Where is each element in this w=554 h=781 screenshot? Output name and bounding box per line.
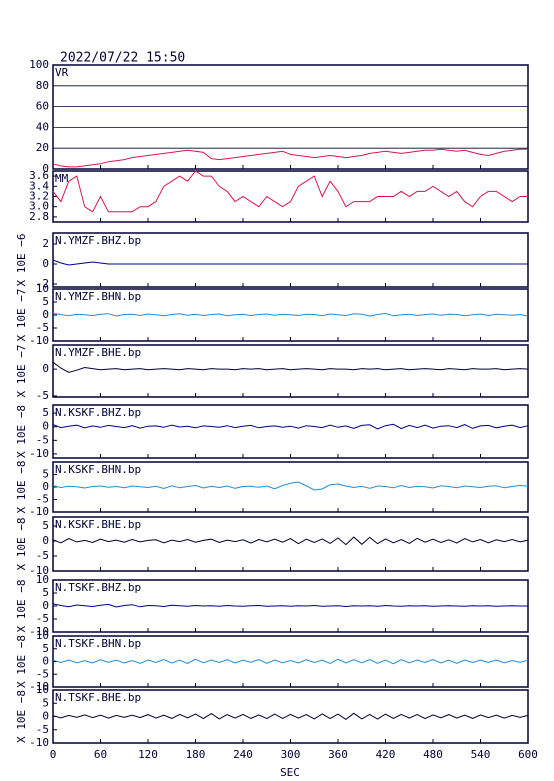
y-tick-label: 0	[42, 534, 49, 547]
y-axis-label: X 10E −6	[15, 234, 28, 287]
panel-label: N.KSKF.BHZ.bp	[55, 406, 141, 419]
y-tick-label: 0	[42, 599, 49, 612]
trace	[52, 536, 529, 546]
trace	[52, 148, 528, 168]
y-tick-label: 3.2	[29, 190, 49, 203]
y-tick-label: 10	[36, 282, 49, 295]
x-tick-label: 0	[50, 748, 57, 761]
x-tick-label: 240	[233, 748, 253, 761]
y-tick-label: 5	[42, 642, 49, 655]
panel-label: N.KSKF.BHE.bp	[55, 518, 141, 531]
y-tick-label: -10	[29, 447, 49, 460]
y-tick-label: 0	[42, 308, 49, 321]
y-tick-label: -10	[29, 625, 49, 638]
x-tick-label: 540	[471, 748, 491, 761]
panel-label: N.YMZF.BHE.bp	[55, 346, 141, 359]
y-tick-label: 5	[42, 696, 49, 709]
y-tick-label: -5	[36, 612, 49, 625]
y-tick-label: 0	[42, 420, 49, 433]
y-axis-label: X 10E −8	[15, 690, 28, 743]
y-tick-label: 60	[36, 100, 49, 113]
y-tick-label: 10	[36, 629, 49, 642]
y-tick-label: 3.0	[29, 200, 49, 213]
y-tick-label: 0	[42, 257, 49, 270]
y-tick-label: 5	[42, 406, 49, 419]
y-axis-label: X 10E −8	[15, 580, 28, 633]
trace	[52, 712, 529, 721]
y-axis-label: X 10E −8	[15, 635, 28, 688]
y-tick-label: 0	[42, 655, 49, 668]
trace	[52, 361, 529, 373]
y-axis-label: X 10E −8	[15, 405, 28, 458]
y-tick-label: 0	[42, 162, 49, 175]
trace	[52, 423, 529, 430]
x-axis-label: SEC	[280, 766, 300, 779]
y-tick-label: 0	[42, 710, 49, 723]
y-tick-label: 10	[36, 573, 49, 586]
panel-label: N.YMZF.BHN.bp	[55, 290, 141, 303]
y-tick-label: 20	[36, 141, 49, 154]
y-tick-label: 80	[36, 79, 49, 92]
x-tick-label: 60	[94, 748, 107, 761]
y-tick-label: 5	[42, 586, 49, 599]
panel-label: N.KSKF.BHN.bp	[55, 463, 141, 476]
panel-label: N.TSKF.BHN.bp	[55, 637, 141, 650]
y-tick-label: 0	[42, 480, 49, 493]
y-tick-label: -10	[29, 736, 49, 749]
panel-label: N.TSKF.BHE.bp	[55, 691, 141, 704]
y-tick-label: -10	[29, 680, 49, 693]
y-tick-label: -5	[36, 723, 49, 736]
y-tick-label: -5	[36, 493, 49, 506]
x-tick-label: 480	[423, 748, 443, 761]
y-tick-label: 5	[42, 468, 49, 481]
y-axis-label: X 10E −7	[15, 345, 28, 398]
x-tick-label: 300	[281, 748, 301, 761]
x-tick-label: 420	[376, 748, 396, 761]
y-tick-label: -5	[36, 549, 49, 562]
y-tick-label: 40	[36, 120, 49, 133]
y-tick-label: 3.4	[29, 179, 49, 192]
y-tick-label: -10	[29, 564, 49, 577]
y-tick-label: 3.6	[29, 169, 49, 182]
date-title: 2022/07/22 15:50	[60, 51, 185, 66]
trace	[52, 170, 528, 213]
trace	[52, 312, 529, 317]
panel-label: N.TSKF.BHZ.bp	[55, 581, 141, 594]
panel-label: N.YMZF.BHZ.bp	[55, 234, 141, 247]
y-tick-label: -5	[36, 667, 49, 680]
y-tick-label: -10	[29, 505, 49, 518]
y-axis-label: X 10E −8	[15, 461, 28, 514]
x-tick-label: 120	[138, 748, 158, 761]
trace	[52, 603, 528, 608]
x-tick-label: 600	[518, 748, 538, 761]
panel-label: MM	[55, 172, 69, 185]
y-axis-label: X 10E −8	[15, 518, 28, 571]
trace	[52, 658, 529, 665]
y-tick-label: -5	[36, 433, 49, 446]
y-tick-label: -10	[29, 334, 49, 347]
y-tick-label: -2	[36, 277, 49, 290]
y-tick-label: -5	[36, 321, 49, 334]
panel-frame	[52, 64, 529, 170]
trace	[52, 259, 528, 266]
panel-frame	[52, 170, 529, 223]
y-tick-label: 5	[42, 295, 49, 308]
y-tick-label: 100	[29, 58, 49, 71]
y-tick-label: 5	[42, 519, 49, 532]
y-tick-label: -5	[36, 389, 49, 402]
y-axis-label: X 10E −7	[15, 289, 28, 342]
y-tick-label: 2	[42, 237, 49, 250]
y-tick-label: 10	[36, 683, 49, 696]
panel-label: VR	[55, 66, 69, 79]
x-tick-label: 360	[328, 748, 348, 761]
y-tick-label: 2.8	[29, 210, 49, 223]
x-tick-label: 180	[186, 748, 206, 761]
y-tick-label: 0	[42, 362, 49, 375]
trace	[52, 481, 529, 491]
